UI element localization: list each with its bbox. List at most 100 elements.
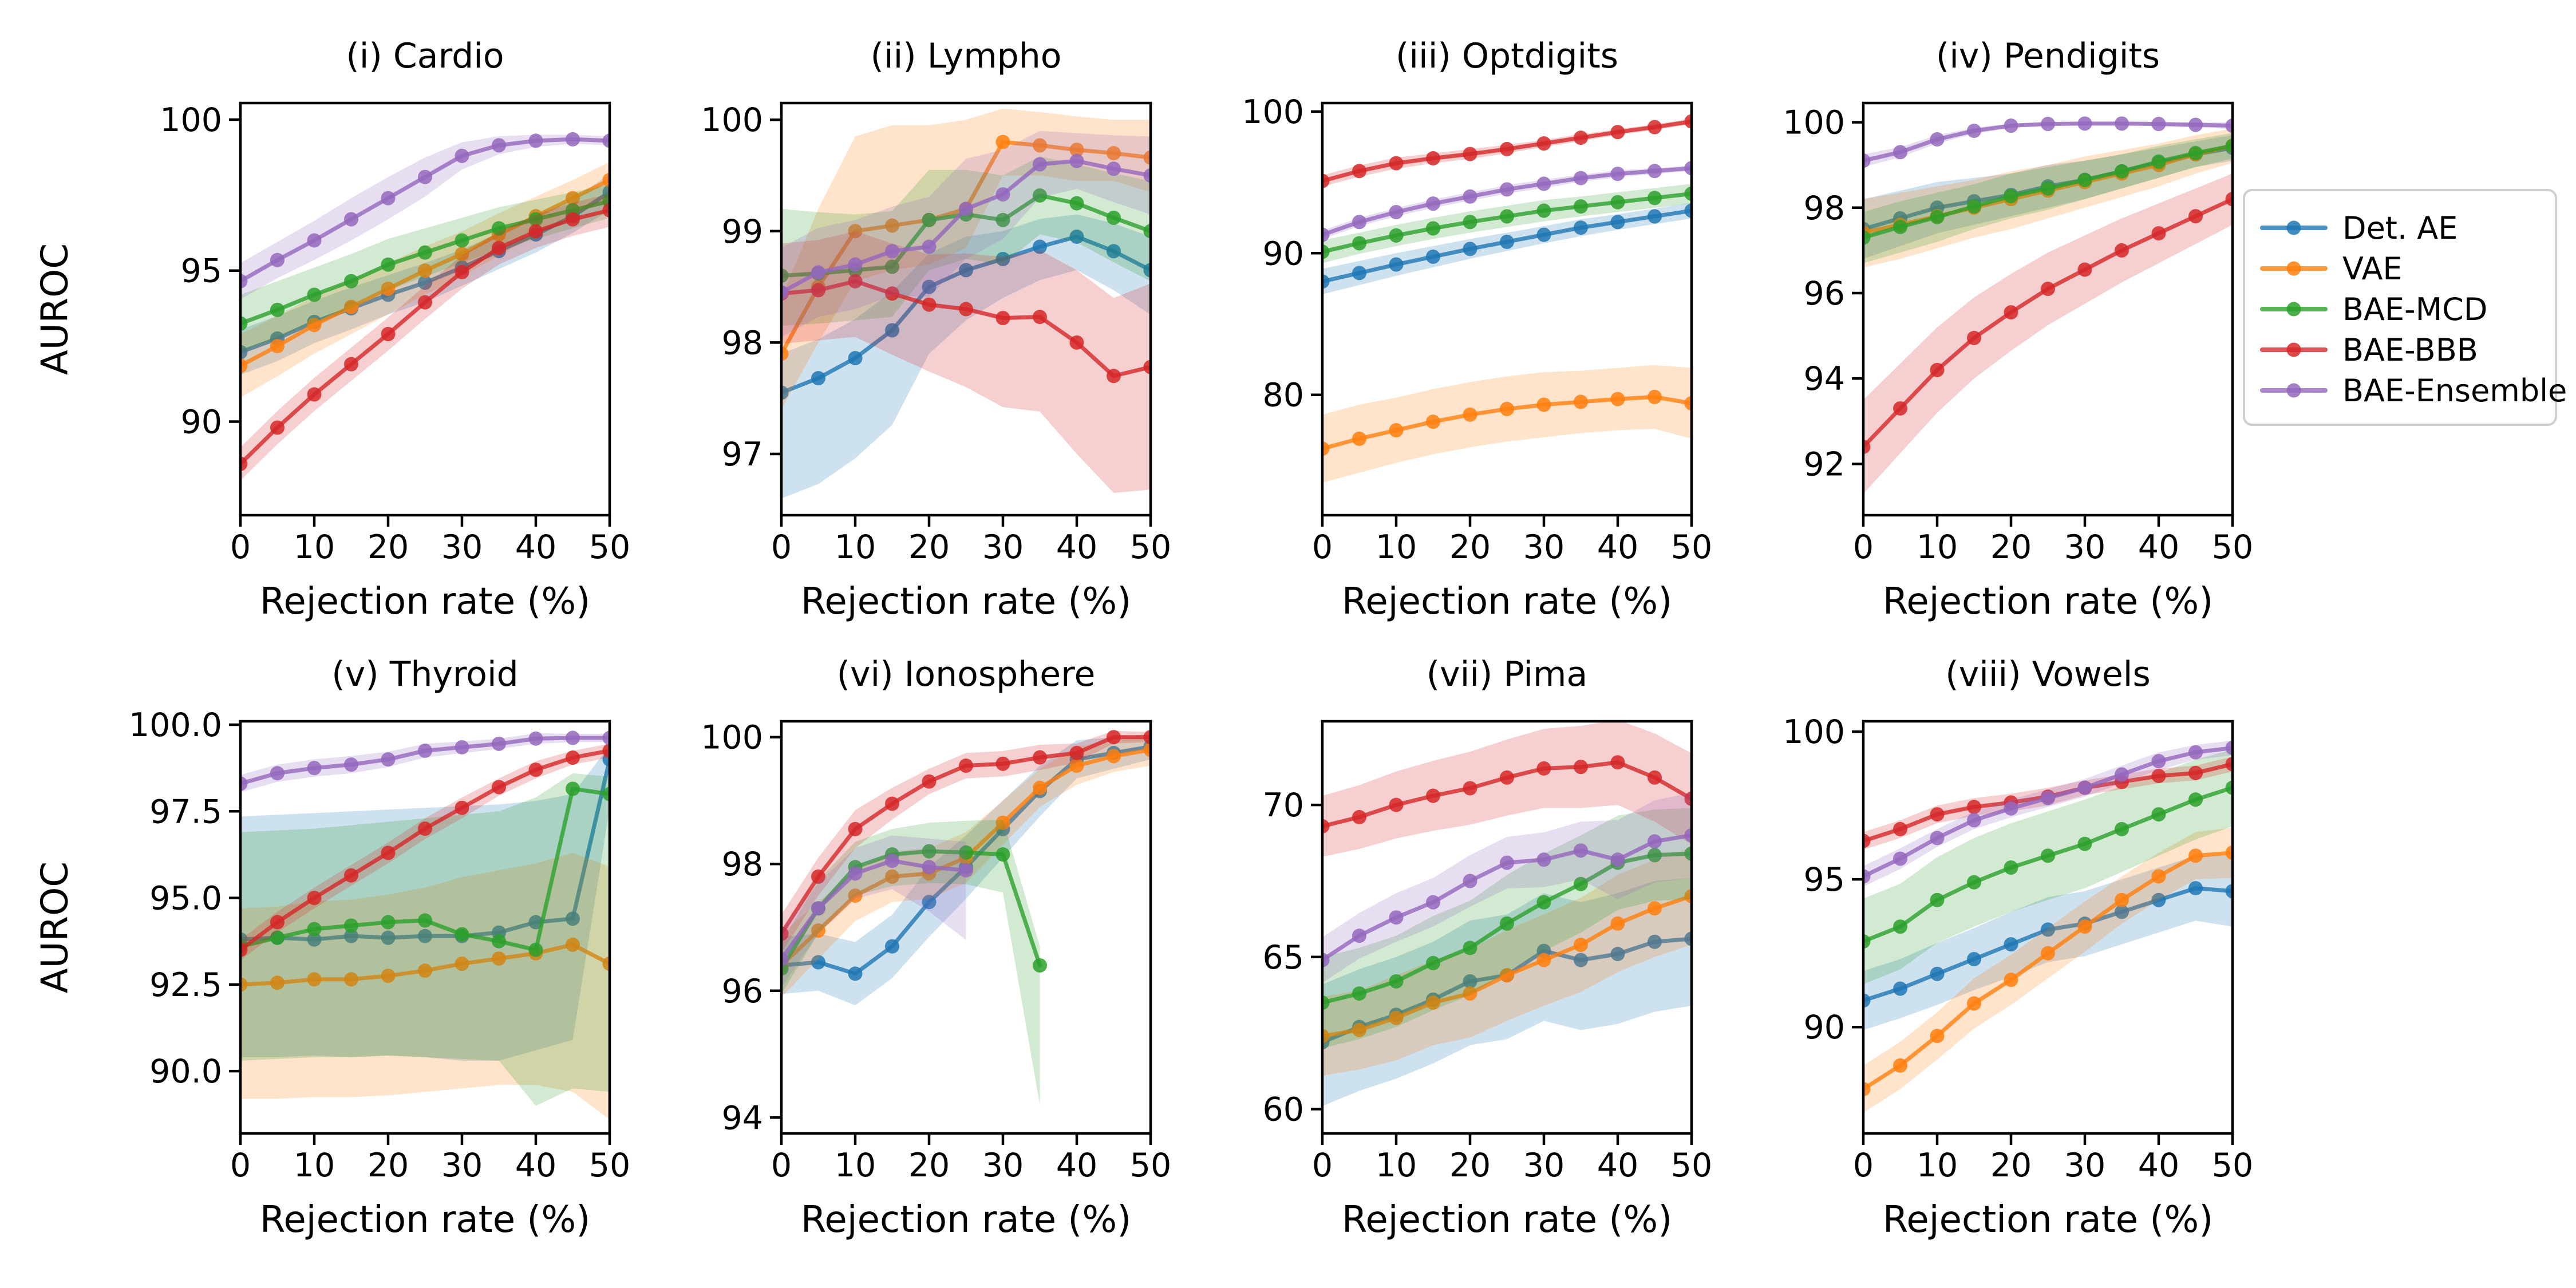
- legend-label: BAE-MCD: [2342, 291, 2487, 327]
- data-point-marker: [781, 268, 789, 283]
- series-bae-mcd: [240, 773, 610, 1106]
- plot-area: [781, 730, 1151, 1105]
- data-point-marker: [240, 776, 248, 791]
- confidence-band: [1863, 128, 2233, 268]
- y-tick-label: 95.0: [149, 880, 222, 918]
- data-point-marker: [381, 281, 396, 296]
- data-point-marker: [1107, 210, 1121, 225]
- data-point-marker: [2188, 745, 2203, 760]
- x-tick-label: 50: [1130, 1147, 1172, 1184]
- y-tick-label: 98: [721, 324, 763, 362]
- x-tick-label: 40: [1597, 1147, 1639, 1184]
- data-point-marker: [1426, 151, 1440, 165]
- x-tick-label: 30: [982, 1147, 1024, 1184]
- data-point-marker: [1069, 153, 1084, 168]
- data-point-marker: [1967, 800, 1981, 815]
- data-point-marker: [307, 387, 322, 402]
- y-tick-label: 92.5: [149, 966, 222, 1004]
- data-point-marker: [566, 132, 580, 147]
- legend-item-det-ae: Det. AE: [2260, 210, 2458, 246]
- data-point-marker: [344, 929, 358, 943]
- data-point-marker: [1967, 199, 1981, 214]
- x-tick-label: 0: [1853, 1147, 1874, 1184]
- data-point-marker: [566, 730, 580, 745]
- data-point-marker: [2004, 860, 2018, 875]
- subplot-title: (iii) Optdigits: [1396, 36, 1618, 76]
- data-point-marker: [848, 224, 863, 239]
- data-point-marker: [1352, 215, 1366, 230]
- x-axis-label: Rejection rate (%): [260, 580, 590, 623]
- y-tick-label: 100: [1783, 104, 1845, 142]
- data-point-marker: [1647, 120, 1662, 135]
- data-point-marker: [528, 212, 543, 227]
- x-tick-label: 50: [2212, 528, 2254, 566]
- data-point-marker: [2188, 848, 2203, 863]
- y-tick-label: 90.0: [149, 1053, 222, 1091]
- legend-marker: [2286, 220, 2301, 235]
- series-det-ae: [240, 745, 610, 1061]
- data-point-marker: [1536, 176, 1551, 191]
- data-point-marker: [1033, 750, 1047, 765]
- data-point-marker: [270, 766, 285, 781]
- data-point-marker: [240, 345, 248, 359]
- data-point-marker: [1684, 161, 1692, 176]
- data-point-marker: [1352, 431, 1366, 446]
- x-axis-label: Rejection rate (%): [1342, 580, 1672, 623]
- data-point-marker: [811, 371, 825, 386]
- y-tick-label: 80: [1262, 377, 1304, 414]
- data-point-marker: [1143, 730, 1151, 745]
- data-point-marker: [995, 251, 1010, 266]
- data-point-marker: [270, 302, 285, 317]
- data-point-marker: [381, 846, 396, 860]
- data-point-marker: [1930, 210, 1945, 224]
- data-point-marker: [566, 937, 580, 952]
- y-tick-label: 100.0: [129, 706, 222, 744]
- data-point-marker: [1463, 215, 1477, 230]
- data-point-marker: [811, 901, 825, 916]
- y-tick-label: 90: [180, 403, 222, 441]
- y-tick-label: 100: [701, 719, 763, 757]
- data-point-marker: [455, 148, 469, 163]
- data-point-marker: [1684, 792, 1692, 806]
- data-point-marker: [455, 264, 469, 279]
- data-point-marker: [602, 787, 610, 801]
- x-axis-label: Rejection rate (%): [1883, 1199, 2213, 1241]
- subplot-viii-vowels: 0 10 20 30 40 50 90 95 100 (viii) Vowels Rejection…: [1783, 654, 2253, 1241]
- data-point-marker: [1536, 895, 1551, 910]
- data-point-marker: [848, 257, 863, 272]
- data-point-marker: [995, 847, 1010, 862]
- data-point-marker: [602, 173, 610, 188]
- data-point-marker: [995, 815, 1010, 830]
- data-point-marker: [848, 888, 863, 903]
- data-point-marker: [922, 279, 937, 294]
- data-point-marker: [1684, 846, 1692, 861]
- legend-label: BAE-BBB: [2342, 332, 2478, 368]
- data-point-marker: [922, 860, 937, 875]
- data-point-marker: [811, 869, 825, 884]
- x-tick-label: 0: [230, 528, 251, 566]
- series-vae: [240, 161, 610, 398]
- data-point-marker: [1426, 414, 1440, 429]
- data-point-marker: [1033, 239, 1047, 254]
- data-point-marker: [455, 247, 469, 262]
- data-point-marker: [2004, 189, 2018, 204]
- data-point-marker: [418, 929, 432, 943]
- data-point-marker: [1107, 749, 1121, 764]
- data-point-marker: [2041, 181, 2055, 196]
- data-point-marker: [995, 311, 1010, 326]
- data-point-marker: [2041, 922, 2055, 937]
- data-point-marker: [381, 915, 396, 930]
- data-point-marker: [1352, 164, 1366, 179]
- data-point-marker: [1463, 189, 1477, 204]
- data-point-marker: [2225, 780, 2233, 795]
- x-tick-label: 0: [771, 1147, 792, 1184]
- data-point-marker: [1463, 147, 1477, 161]
- data-point-marker: [1143, 150, 1151, 165]
- data-point-marker: [1647, 209, 1662, 224]
- data-point-marker: [1033, 780, 1047, 795]
- data-point-marker: [1389, 228, 1404, 243]
- x-tick-label: 10: [1917, 1147, 1958, 1184]
- data-point-marker: [848, 866, 863, 881]
- data-point-marker: [1863, 869, 1871, 884]
- x-tick-label: 20: [368, 1147, 409, 1184]
